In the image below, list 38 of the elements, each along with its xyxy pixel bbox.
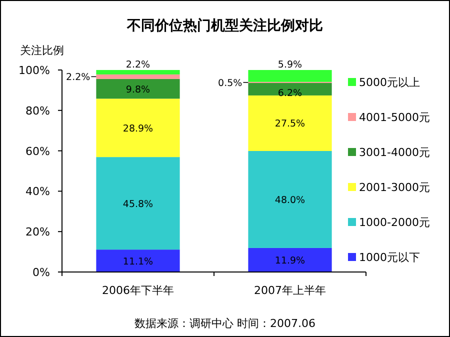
y-axis-title: 关注比例: [20, 44, 64, 57]
data-label: 28.9%: [122, 123, 154, 134]
data-label: 2.2%: [126, 60, 150, 70]
chart-title: 不同价位热门机型关注比例对比: [126, 17, 323, 34]
y-tick-label: 20%: [26, 226, 50, 239]
bar: [96, 74, 180, 79]
legend-label: 1000-2000元: [359, 216, 430, 229]
source-note: 数据来源：调研中心 时间：2007.06: [134, 317, 316, 330]
data-label: 11.9%: [274, 255, 306, 266]
bar: [96, 70, 180, 74]
legend-label: 5000元以上: [359, 76, 420, 89]
bar: [248, 70, 332, 82]
bar: [248, 151, 332, 248]
bar: [96, 98, 180, 158]
legend-label: 1000元以下: [359, 251, 420, 264]
legend-label: 4001-5000元: [359, 111, 430, 124]
y-tick-label: 100%: [18, 64, 50, 77]
bar: [96, 157, 180, 250]
bar: [248, 248, 332, 272]
y-tick-label: 40%: [26, 185, 50, 198]
x-tick-label: 2006年下半年: [102, 284, 174, 297]
data-label: 48.0%: [274, 194, 306, 206]
y-tick-label: 80%: [26, 104, 50, 118]
data-label: 45.8%: [122, 198, 154, 210]
y-tick-label: 0%: [32, 266, 50, 279]
legend-label: 3001-4000元: [359, 146, 430, 159]
data-label: 5.9%: [278, 60, 302, 70]
data-label: 2.2%: [66, 72, 90, 84]
bar: [96, 78, 180, 99]
data-label: 0.5%: [218, 78, 242, 89]
data-label: 11.1%: [122, 256, 154, 268]
bar: [248, 95, 332, 151]
legend-label: 2001-3000元: [359, 181, 430, 194]
data-label: 27.5%: [274, 118, 306, 130]
x-tick-label: 2007年上半年: [254, 284, 326, 297]
bar: [96, 250, 180, 272]
y-tick-label: 60%: [26, 144, 50, 158]
data-label: 9.8%: [126, 84, 150, 96]
